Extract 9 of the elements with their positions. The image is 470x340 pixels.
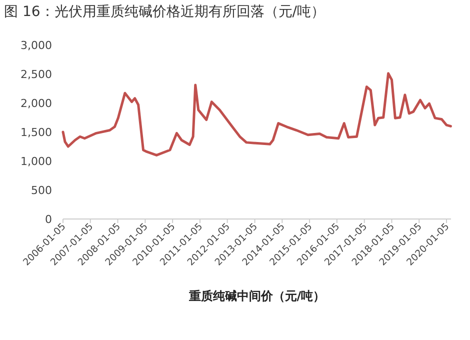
y-tick-label: 1,000 [20, 155, 52, 168]
x-axis-title: 重质纯碱中间价（元/吨） [188, 289, 326, 303]
y-tick-label: 2,000 [20, 97, 52, 110]
y-tick-label: 3,000 [20, 39, 52, 52]
y-tick-label: 500 [31, 184, 52, 197]
y-tick-label: 1,500 [20, 126, 52, 139]
title: 图 16：光伏用重质纯碱价格近期有所回落（元/吨） [4, 4, 325, 20]
y-tick-label: 2,500 [20, 68, 52, 81]
y-tick-label: 0 [45, 213, 52, 226]
